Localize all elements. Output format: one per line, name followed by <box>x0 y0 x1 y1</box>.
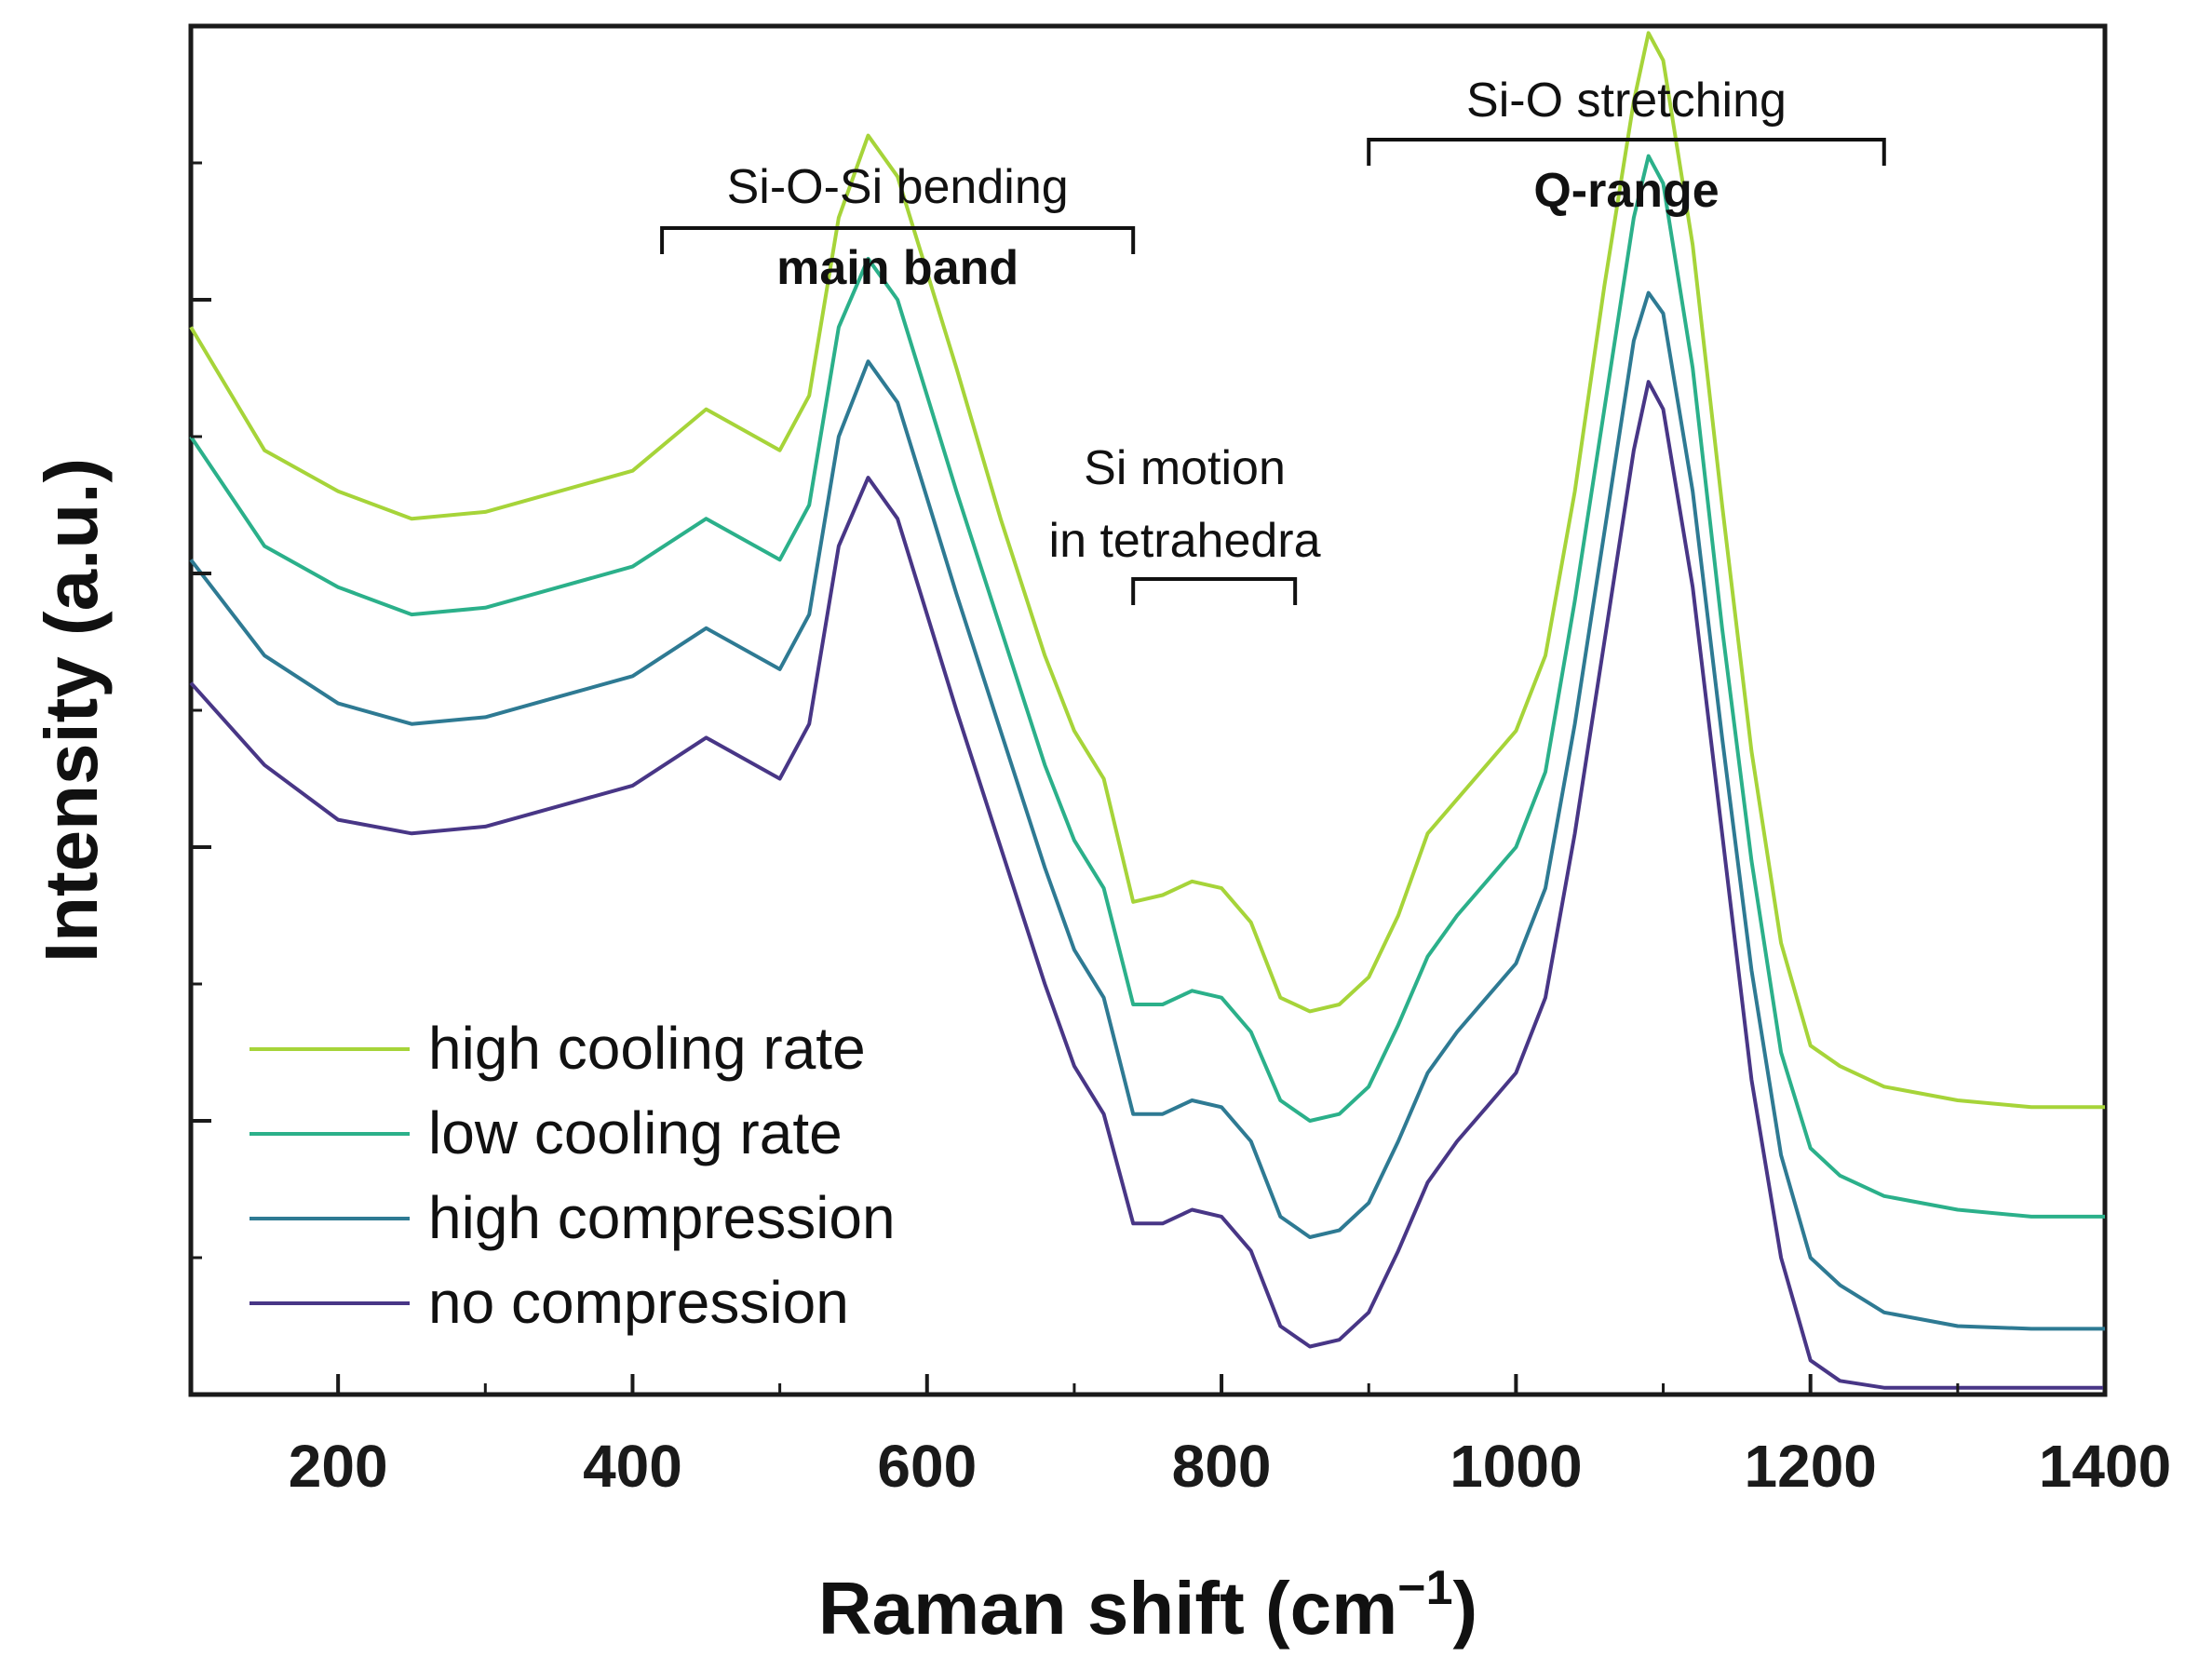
annotation-bending-line1: Si-O-Si bending <box>727 160 1069 214</box>
annotation-stretching-bracket <box>1367 138 1886 166</box>
legend-label-no-compression: no compression <box>428 1269 849 1336</box>
x-axis-label-superscript: −1 <box>1397 1561 1452 1615</box>
legend: high cooling rate low cooling rate high … <box>250 1015 896 1336</box>
x-tick-label-600: 600 <box>877 1433 977 1500</box>
annotation-stretching: Si-O stretching Q-range <box>1367 74 1886 218</box>
series-line-low-cooling-rate <box>189 154 2105 1219</box>
x-tick-label-1400: 1400 <box>2039 1433 2171 1500</box>
y-axis-ticks <box>191 161 211 1260</box>
annotation-motion-bracket <box>1131 577 1298 605</box>
x-axis-label-suffix: ) <box>1453 1567 1478 1650</box>
annotation-bending: Si-O-Si bending main band <box>660 160 1136 295</box>
legend-label-high-compression: high compression <box>428 1184 896 1251</box>
legend-label-low-cooling-rate: low cooling rate <box>428 1099 843 1166</box>
annotation-motion-line1: Si motion <box>1084 441 1286 495</box>
annotation-stretching-line1: Si-O stretching <box>1466 74 1787 128</box>
annotation-motion-line2: in tetrahedra <box>1049 514 1321 568</box>
series-line-no-compression <box>189 380 2105 1390</box>
y-axis-label: Intensity (a.u.) <box>30 458 113 963</box>
x-tick-label-200: 200 <box>289 1433 388 1500</box>
x-axis-label: Raman shift (cm−1) <box>818 1561 1477 1650</box>
x-axis-ticks: 200 400 600 800 1000 1200 1400 <box>189 1374 2171 1500</box>
legend-label-high-cooling-rate: high cooling rate <box>428 1015 866 1082</box>
x-axis-label-main: Raman shift (cm <box>818 1567 1397 1650</box>
series-layer <box>189 31 2105 1390</box>
annotation-bending-bracket <box>660 226 1136 254</box>
x-tick-label-800: 800 <box>1172 1433 1272 1500</box>
annotation-motion: Si motion in tetrahedra <box>1049 441 1321 605</box>
annotation-stretching-line2: Q-range <box>1533 164 1719 218</box>
series-line-high-cooling-rate <box>189 31 2105 1110</box>
x-tick-label-1200: 1200 <box>1745 1433 1877 1500</box>
series-line-high-compression <box>189 290 2105 1331</box>
x-tick-label-400: 400 <box>583 1433 682 1500</box>
annotation-bending-line2: main band <box>776 241 1018 295</box>
x-tick-label-1000: 1000 <box>1450 1433 1582 1500</box>
